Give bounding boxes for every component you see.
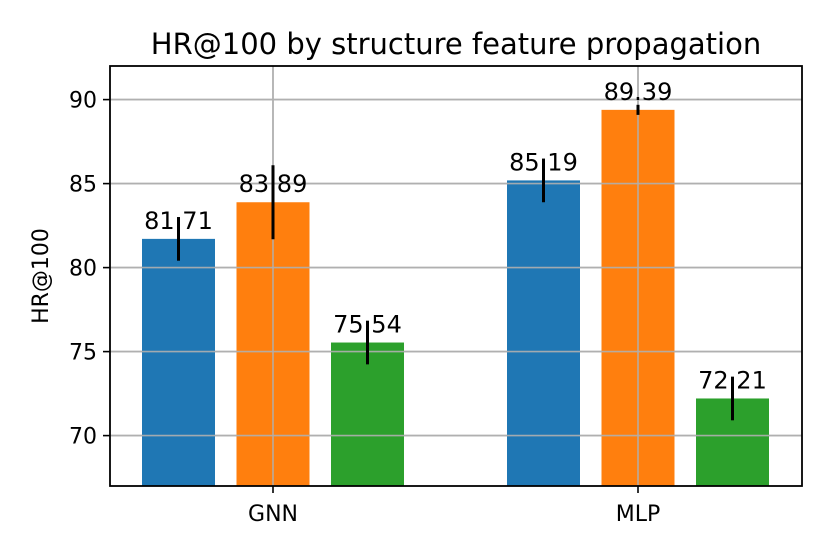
x-tick-label-mlp: MLP bbox=[616, 502, 661, 527]
bar-value-label: 72.21 bbox=[698, 366, 767, 394]
y-tick-label: 90 bbox=[69, 89, 97, 114]
bar-value-label: 85.19 bbox=[509, 148, 578, 176]
axes-frame bbox=[109, 65, 803, 487]
y-tick-label: 75 bbox=[69, 341, 97, 366]
chart-title: HR@100 by structure feature propagation bbox=[151, 27, 761, 61]
bar-value-label: 89.39 bbox=[604, 78, 673, 106]
bar-value-label: 75.54 bbox=[333, 311, 402, 339]
bar-mlp-1 bbox=[507, 180, 580, 486]
bar-gnn-3 bbox=[331, 342, 404, 486]
y-axis-label: HR@100 bbox=[29, 228, 54, 324]
bar-value-label: 83.89 bbox=[239, 170, 308, 198]
y-tick-label: 80 bbox=[69, 257, 97, 282]
y-tick-label: 70 bbox=[69, 425, 97, 450]
y-tick-label: 85 bbox=[69, 173, 97, 198]
bar-value-label: 81.71 bbox=[144, 207, 213, 235]
x-tick-label-gnn: GNN bbox=[248, 502, 298, 527]
bar-gnn-1 bbox=[142, 238, 215, 486]
